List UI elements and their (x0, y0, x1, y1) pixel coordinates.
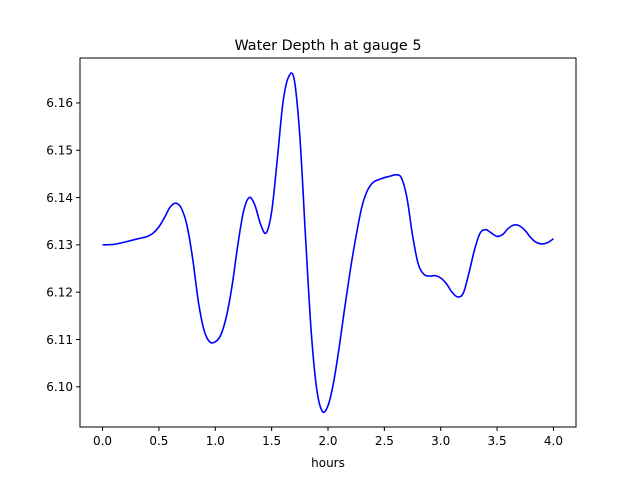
y-tick-label: 6.14 (46, 191, 73, 205)
x-tick-label: 0.0 (93, 434, 112, 448)
y-tick-label: 6.10 (46, 380, 73, 394)
y-tick-label: 6.15 (46, 144, 73, 158)
x-tick-label: 3.0 (431, 434, 450, 448)
plot-frame (79, 57, 577, 428)
x-axis-label: hours (311, 456, 345, 470)
x-tick-label: 2.5 (375, 434, 394, 448)
y-tick-label: 6.11 (46, 333, 73, 347)
chart-title: Water Depth h at gauge 5 (234, 38, 421, 54)
x-tick-label: 2.0 (318, 434, 337, 448)
x-tick-label: 4.0 (544, 434, 563, 448)
x-tick-label: 1.0 (206, 434, 225, 448)
x-tick-label: 1.5 (262, 434, 281, 448)
y-tick-label: 6.16 (46, 96, 73, 110)
y-tick-label: 6.12 (46, 285, 73, 299)
plot-area: 0.0 0.5 1.0 1.5 2.0 2.5 3.0 3.5 4.0 6.10 6.11 6.12 6… (46, 57, 577, 448)
series-line-0 (102, 72, 554, 414)
y-tick-label: 6.13 (46, 238, 73, 252)
x-tick-label: 0.5 (149, 434, 168, 448)
x-tick-label: 3.5 (488, 434, 507, 448)
